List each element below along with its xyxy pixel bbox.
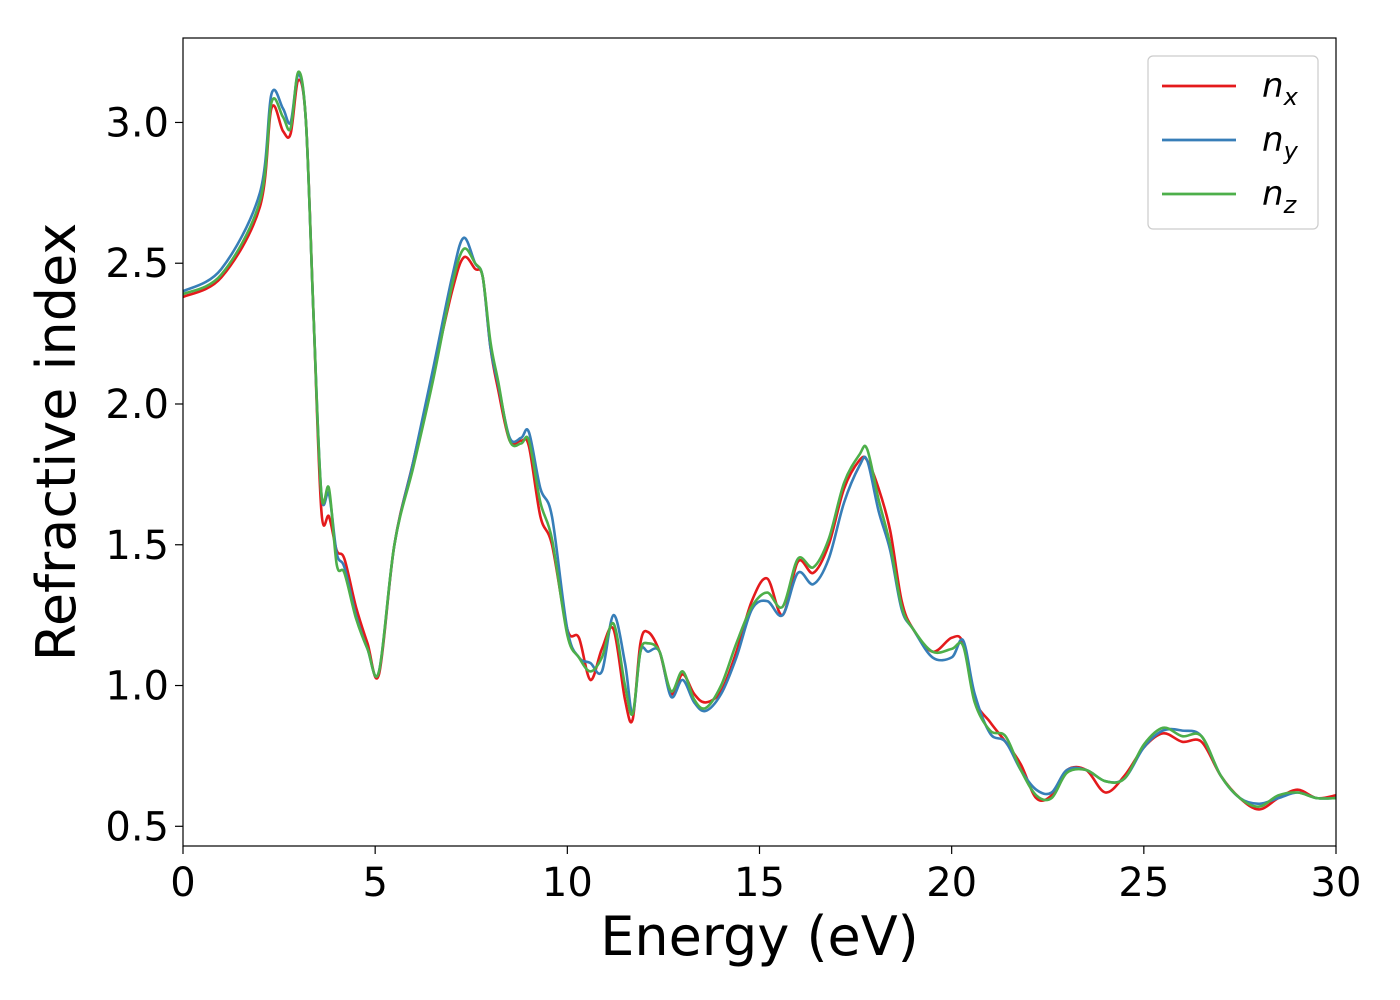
legend-label-main: n — [1262, 66, 1284, 106]
series-layer — [182, 70, 1337, 811]
legend-label: ny — [1262, 120, 1299, 165]
y-tick-label: 2.0 — [105, 382, 169, 428]
legend-item-x: nx — [1162, 66, 1299, 111]
legend-item-z: nz — [1162, 174, 1298, 219]
x-tick-label: 15 — [734, 860, 785, 906]
x-tick-label: 0 — [170, 860, 195, 906]
legend-label-subscript: z — [1283, 191, 1298, 219]
y-axis-label: Refractive index — [25, 223, 88, 662]
y-tick-label: 1.0 — [105, 664, 169, 710]
x-tick-label: 10 — [542, 860, 593, 906]
x-axis-label: Energy (eV) — [600, 905, 919, 968]
y-axis-ticks: 0.5 1.0 1.5 2.0 2.5 3.0 — [105, 100, 183, 850]
y-tick-label: 2.5 — [105, 241, 169, 287]
x-tick-label: 30 — [1311, 860, 1362, 906]
x-axis-ticks: 0 5 10 15 20 25 30 — [170, 846, 1361, 906]
legend-label: nz — [1262, 174, 1298, 219]
legend-label-subscript: y — [1283, 137, 1299, 165]
legend-label-main: n — [1262, 174, 1284, 214]
y-tick-label: 0.5 — [105, 804, 169, 850]
legend-label-main: n — [1262, 120, 1284, 160]
y-tick-label: 1.5 — [105, 523, 169, 569]
x-tick-label: 25 — [1118, 860, 1169, 906]
y-tick-label: 3.0 — [105, 100, 169, 146]
x-tick-label: 5 — [362, 860, 387, 906]
legend-label: nx — [1262, 66, 1299, 111]
series-line-z — [182, 70, 1337, 808]
legend-label-subscript: x — [1283, 83, 1299, 111]
legend-box — [1147, 55, 1319, 230]
x-tick-label: 20 — [926, 860, 977, 906]
legend-item-y: ny — [1162, 120, 1299, 165]
